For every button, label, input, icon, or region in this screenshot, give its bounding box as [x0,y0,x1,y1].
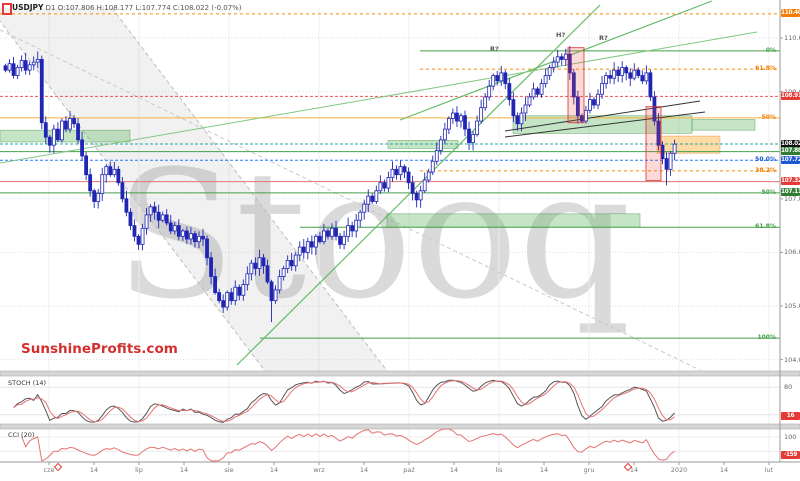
symbol-label: USDJPY [12,3,44,12]
sunshine-profits-link[interactable]: SunshineProfits.com [21,341,178,357]
svg-text:Stooq: Stooq [115,133,631,338]
stooq-logo-mark [2,3,12,15]
interval-label: D1 [45,4,56,12]
stoch-d-line [13,380,675,423]
axis-frame [0,0,800,465]
chart-header: USDJPY D1 O:107.806 H:108.177 L:107.774 … [12,3,242,12]
stooq-watermark: Stooq [115,133,631,338]
horizontal-gridlines [0,37,780,361]
declining-channel [0,7,701,376]
cci-line [21,428,675,462]
indicator-guides [0,386,780,452]
ohlc-quote: O:107.806 H:108.177 L:107.774 C:108.022 … [57,4,242,12]
stoch-k-line [13,379,675,423]
panel-separators [0,370,800,430]
red-highlight-zones [567,47,662,182]
vertical-gridlines [48,8,770,462]
cci-panel-label: CCI (20) [8,431,35,439]
candlesticks-layer [3,46,677,323]
stoch-panel-label: STOCH (14) [8,379,47,387]
stoch-lines [13,379,675,423]
